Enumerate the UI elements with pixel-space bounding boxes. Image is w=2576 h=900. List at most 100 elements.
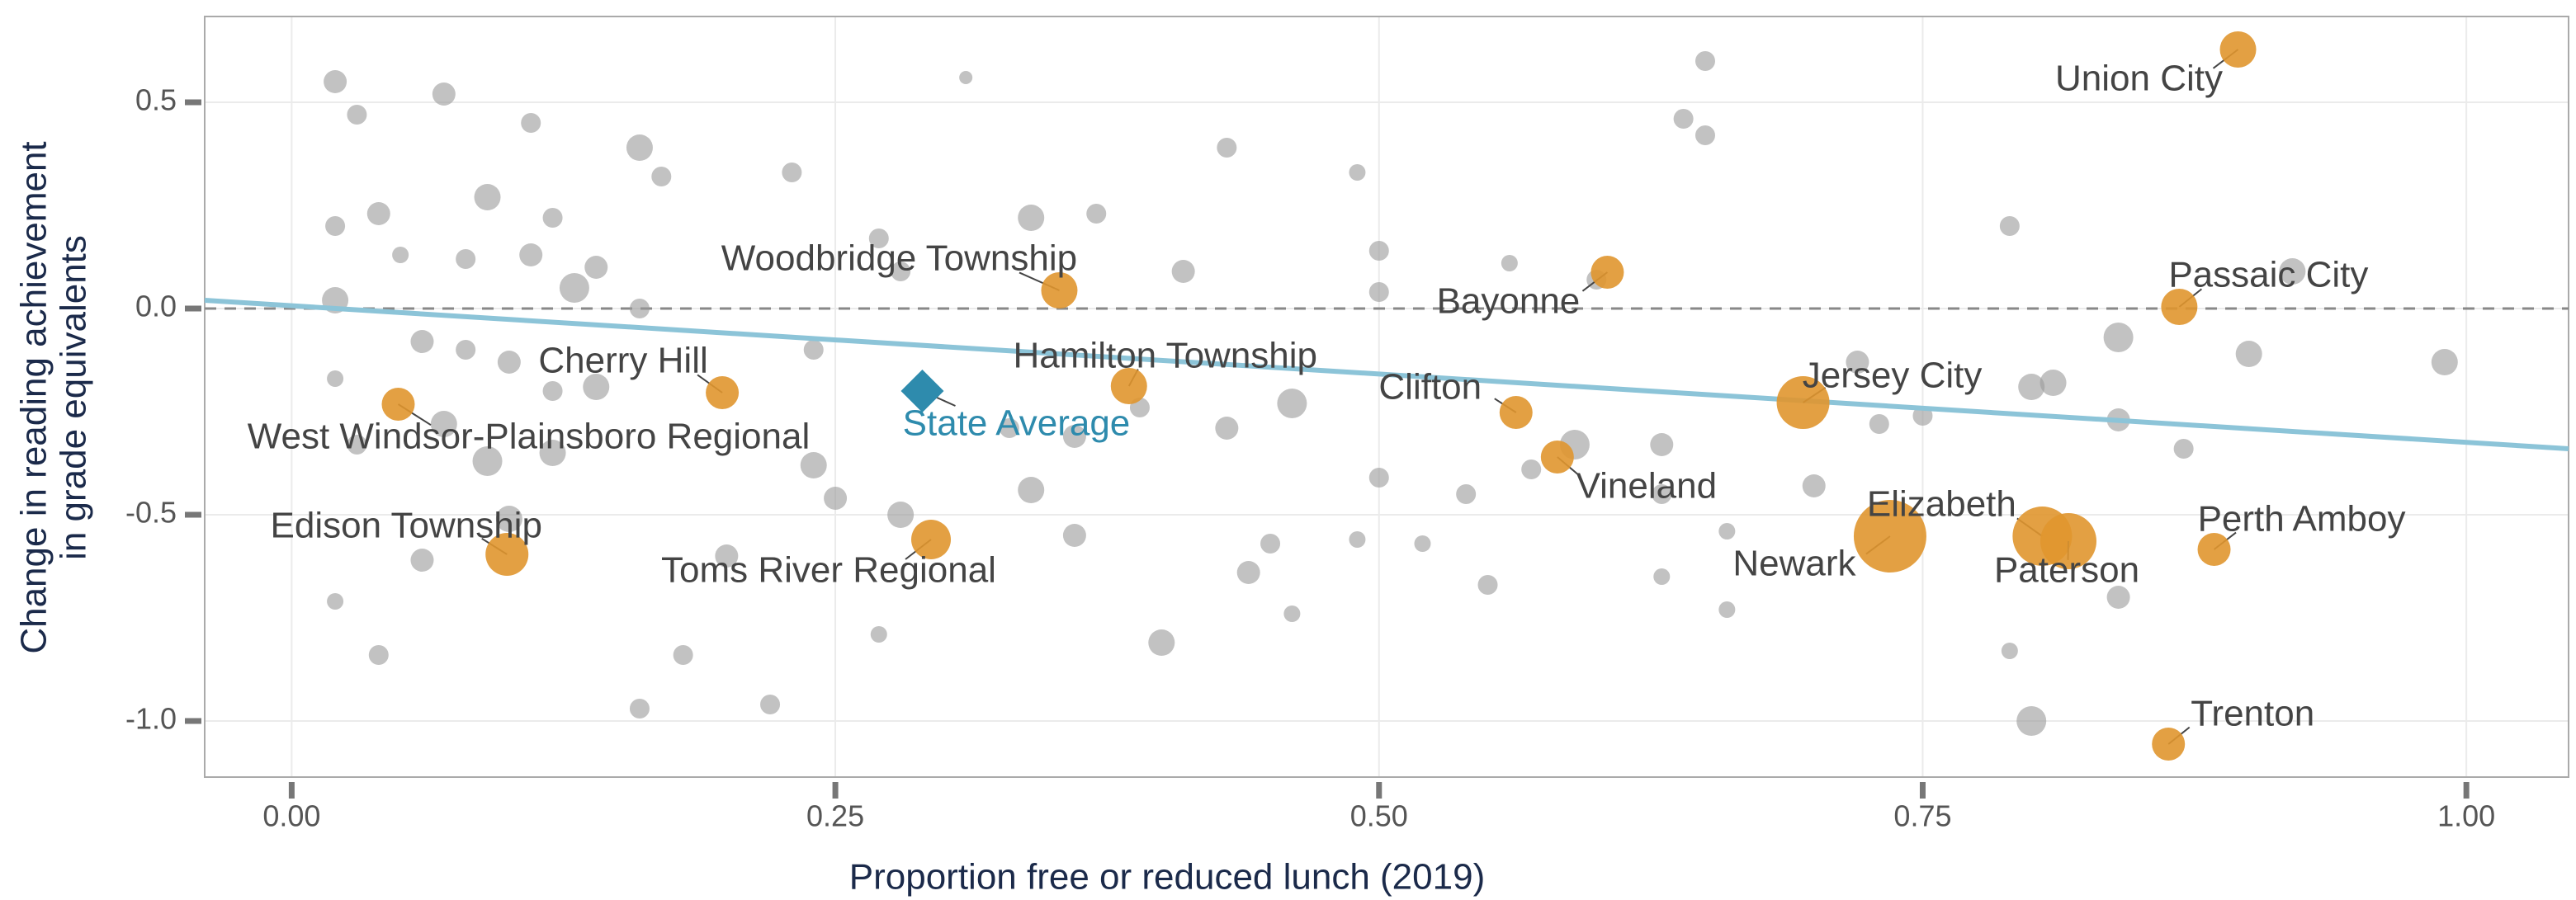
district-point <box>392 247 409 263</box>
district-point <box>1869 414 1889 434</box>
district-point <box>2235 341 2262 367</box>
district-point <box>2016 706 2047 736</box>
district-point <box>2431 349 2458 375</box>
district-point <box>1521 459 1542 479</box>
district-point <box>959 71 973 84</box>
district-point <box>1018 205 1045 231</box>
district-point <box>626 134 653 161</box>
district-point <box>497 351 521 374</box>
district-point <box>1652 484 1672 504</box>
district-point <box>1283 605 1301 622</box>
district-point <box>1368 282 1389 302</box>
district-point <box>542 208 563 228</box>
y-tick-label: 0.5 <box>135 83 177 117</box>
point-label: Newark <box>1732 544 1856 584</box>
district-point <box>521 113 541 133</box>
district-point <box>1368 241 1389 261</box>
district-point <box>2018 374 2045 400</box>
district-point <box>1673 109 1694 129</box>
district-point <box>1215 417 1239 440</box>
x-tick-label: 0.00 <box>262 799 320 833</box>
highlighted-point <box>1540 441 1574 474</box>
highlighted-point <box>1041 272 1078 309</box>
district-point <box>1718 601 1736 618</box>
highlighted-point <box>1853 500 1926 573</box>
district-point <box>651 167 672 186</box>
district-point <box>1236 561 1260 584</box>
district-point <box>366 202 390 225</box>
district-point <box>1694 51 1715 71</box>
district-point <box>1650 433 1674 456</box>
district-point <box>432 82 456 106</box>
y-tick-label: -0.5 <box>125 496 177 530</box>
district-point <box>1062 425 1086 448</box>
highlighted-point <box>2040 513 2097 569</box>
x-tick-label: 0.75 <box>1893 799 1951 833</box>
point-label: Perth Amboy <box>2198 499 2406 540</box>
district-point <box>2173 439 2194 459</box>
district-point <box>2103 323 2134 352</box>
district-point <box>1062 524 1086 547</box>
y-tick-label: 0.0 <box>135 290 177 323</box>
district-point <box>2040 370 2067 396</box>
state-average-marker <box>900 370 944 412</box>
district-point <box>327 593 344 610</box>
district-point <box>430 411 457 437</box>
highlighted-point <box>911 520 952 559</box>
highlighted-point <box>1499 396 1533 429</box>
district-point <box>2001 643 2018 659</box>
district-point <box>868 229 889 248</box>
point-label: Edison Township <box>271 506 542 546</box>
district-point <box>1999 216 2020 236</box>
district-point <box>1171 260 1195 283</box>
highlighted-point <box>381 388 415 421</box>
point-label: Union City <box>2055 59 2223 99</box>
district-point <box>999 418 1019 438</box>
point-label: Passaic City <box>2168 255 2368 295</box>
district-point <box>1368 468 1389 488</box>
district-point <box>1217 138 1237 158</box>
district-point <box>1148 629 1175 656</box>
point-label: Woodbridge Township <box>721 238 1077 279</box>
trend-line <box>204 298 2569 451</box>
district-point <box>870 626 887 643</box>
district-point <box>410 549 434 572</box>
y-tick-label: -1.0 <box>125 702 177 736</box>
district-point <box>2279 258 2306 285</box>
district-point <box>2106 586 2130 609</box>
point-label: West Windsor-Plainsboro Regional <box>248 417 810 457</box>
district-point <box>539 440 566 466</box>
district-point <box>803 340 824 360</box>
highlighted-point <box>1591 256 1624 289</box>
district-point <box>1501 255 1518 271</box>
district-point <box>1414 535 1431 552</box>
district-point <box>782 163 802 182</box>
highlighted-point <box>2161 289 2198 325</box>
y-axis-title: in grade equivalents <box>54 235 94 560</box>
district-point <box>1086 204 1107 224</box>
district-point <box>629 699 650 719</box>
district-point <box>368 645 389 665</box>
point-label: Bayonne <box>1437 281 1581 322</box>
district-point <box>1349 531 1366 548</box>
highlighted-point <box>485 533 529 576</box>
district-point <box>1802 474 1826 497</box>
district-point <box>1718 523 1736 540</box>
district-point <box>325 216 346 236</box>
district-point <box>824 487 848 510</box>
district-point <box>519 243 543 266</box>
point-label: Jersey City <box>1803 356 1983 396</box>
district-point <box>472 446 503 476</box>
district-point <box>1456 484 1477 504</box>
district-point <box>715 544 739 568</box>
district-point <box>1277 389 1307 418</box>
point-label: Vineland <box>1576 466 1717 507</box>
district-point <box>891 262 911 281</box>
x-tick-label: 1.00 <box>2437 799 2495 833</box>
district-point <box>347 435 367 455</box>
x-axis-title: Proportion free or reduced lunch (2019) <box>849 857 1485 898</box>
district-point <box>1477 575 1498 595</box>
point-label: Toms River Regional <box>661 550 996 591</box>
district-point <box>887 502 915 528</box>
